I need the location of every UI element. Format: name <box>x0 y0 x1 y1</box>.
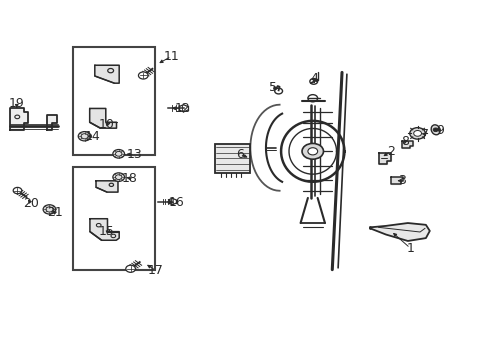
Polygon shape <box>47 116 57 130</box>
Text: 1: 1 <box>406 242 413 255</box>
Text: 18: 18 <box>122 172 138 185</box>
Circle shape <box>78 132 91 141</box>
Polygon shape <box>96 181 118 192</box>
Text: 15: 15 <box>99 225 115 238</box>
Polygon shape <box>90 219 119 240</box>
Circle shape <box>138 72 148 79</box>
Text: 20: 20 <box>23 197 39 210</box>
Text: 9: 9 <box>436 124 444 137</box>
Text: 7: 7 <box>420 127 428 141</box>
Text: 5: 5 <box>268 81 276 94</box>
Text: 3: 3 <box>397 174 405 187</box>
Circle shape <box>409 128 425 139</box>
Text: 12: 12 <box>174 102 189 115</box>
Bar <box>215 144 250 173</box>
Bar <box>73 47 155 155</box>
Circle shape <box>13 188 22 194</box>
Circle shape <box>307 148 317 155</box>
Text: 13: 13 <box>127 148 142 161</box>
Polygon shape <box>378 153 390 164</box>
Text: 16: 16 <box>168 196 184 209</box>
Text: 14: 14 <box>84 130 100 143</box>
Polygon shape <box>401 141 412 148</box>
Text: 10: 10 <box>99 118 115 131</box>
Polygon shape <box>89 108 116 128</box>
Circle shape <box>302 143 323 159</box>
Polygon shape <box>10 108 28 130</box>
Circle shape <box>43 205 56 214</box>
Ellipse shape <box>430 125 439 135</box>
Text: 17: 17 <box>147 264 163 277</box>
Text: 8: 8 <box>401 135 408 148</box>
Polygon shape <box>95 65 119 83</box>
Circle shape <box>125 265 135 272</box>
Polygon shape <box>390 177 402 184</box>
Text: 11: 11 <box>163 50 179 63</box>
Text: 19: 19 <box>9 98 24 111</box>
Circle shape <box>432 128 437 132</box>
Circle shape <box>113 149 124 158</box>
Bar <box>73 167 155 270</box>
Polygon shape <box>369 223 429 241</box>
Text: 21: 21 <box>47 207 63 220</box>
Text: 6: 6 <box>235 148 243 161</box>
Text: 2: 2 <box>386 145 394 158</box>
Circle shape <box>413 131 421 136</box>
Circle shape <box>113 173 124 181</box>
Text: 4: 4 <box>310 72 318 85</box>
